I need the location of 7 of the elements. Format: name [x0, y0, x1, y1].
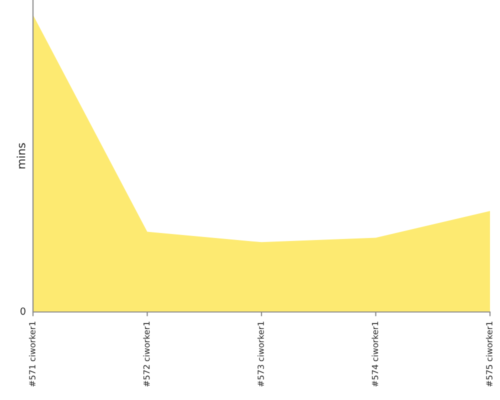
x-tick-label: #573 ciworker1 — [257, 322, 264, 387]
x-tick-label: #572 ciworker1 — [143, 322, 150, 387]
text: 0 — [20, 307, 26, 315]
y-axis-title: mins — [16, 143, 26, 168]
x-tick-label: #571 ciworker1 — [28, 322, 36, 387]
x-tick-label: #575 ciworker1 — [486, 322, 492, 387]
x-tick-label: #574 ciworker1 — [372, 322, 378, 387]
